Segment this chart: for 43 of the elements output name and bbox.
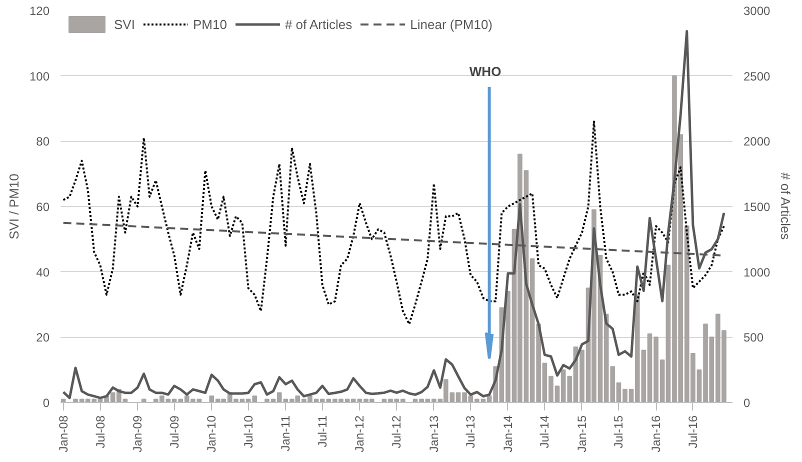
y2-tick-label: 2000 <box>744 134 771 149</box>
y-tick-label: 80 <box>36 134 50 149</box>
y-tick-label: 60 <box>36 200 50 214</box>
x-tick-label: Jan-11 <box>278 415 293 452</box>
x-tick-label: Jul-09 <box>167 415 182 448</box>
y-tick-label: 40 <box>36 265 50 280</box>
y-tick-label: 0 <box>42 396 50 410</box>
x-tick-label: Jan-12 <box>352 415 367 452</box>
x-tick-label: Jul-15 <box>612 415 626 448</box>
x-tick-label: Jul-12 <box>390 415 404 448</box>
bar <box>60 398 66 402</box>
line-series <box>62 120 725 326</box>
x-tick-label: Jan-15 <box>574 415 589 452</box>
y2-tick-label: 0 <box>744 396 750 410</box>
y2-tick-label: 2500 <box>744 69 771 84</box>
x-tick-label: Jul-14 <box>538 415 552 448</box>
x-tick-label: Jan-16 <box>649 415 664 452</box>
x-tick-label: Jul-13 <box>464 415 478 448</box>
x-tick-label: Jul-08 <box>93 415 108 448</box>
bar <box>141 398 146 402</box>
y2-tick-label: 3000 <box>744 4 771 18</box>
y2-tick-label: 1000 <box>744 265 771 280</box>
ref-line-label: WHO <box>469 64 502 79</box>
x-tick-label: Jul-10 <box>241 415 256 448</box>
y2-tick-label: 500 <box>744 330 764 345</box>
y-tick-label: 120 <box>29 4 50 18</box>
y-tick-label: 100 <box>29 69 50 84</box>
y2-tick-label: 1500 <box>744 200 771 214</box>
x-tick-label: Jan-09 <box>130 415 145 452</box>
x-tick-label: Jan-14 <box>500 415 515 452</box>
y-tick-label: 20 <box>36 330 50 345</box>
legend-label: Linear (PM10) <box>410 16 493 32</box>
legend-label: PM10 <box>192 16 227 32</box>
legend-label: SVI <box>114 16 135 32</box>
legend-label: # of Articles <box>284 16 352 32</box>
x-tick-label: Jul-11 <box>315 415 330 448</box>
y-axis-title: SVI / PM10 <box>6 174 22 240</box>
y2-axis-title: # of Articles <box>778 172 794 240</box>
x-tick-label: Jan-08 <box>56 415 70 452</box>
x-tick-label: Jan-13 <box>426 415 441 452</box>
x-tick-label: Jan-10 <box>204 415 219 452</box>
line-series <box>62 30 726 400</box>
x-tick-label: Jul-16 <box>686 415 700 448</box>
